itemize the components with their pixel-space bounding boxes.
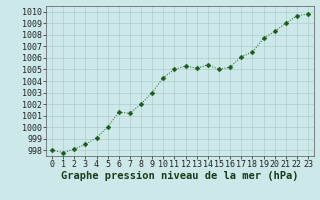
X-axis label: Graphe pression niveau de la mer (hPa): Graphe pression niveau de la mer (hPa)	[61, 171, 299, 181]
